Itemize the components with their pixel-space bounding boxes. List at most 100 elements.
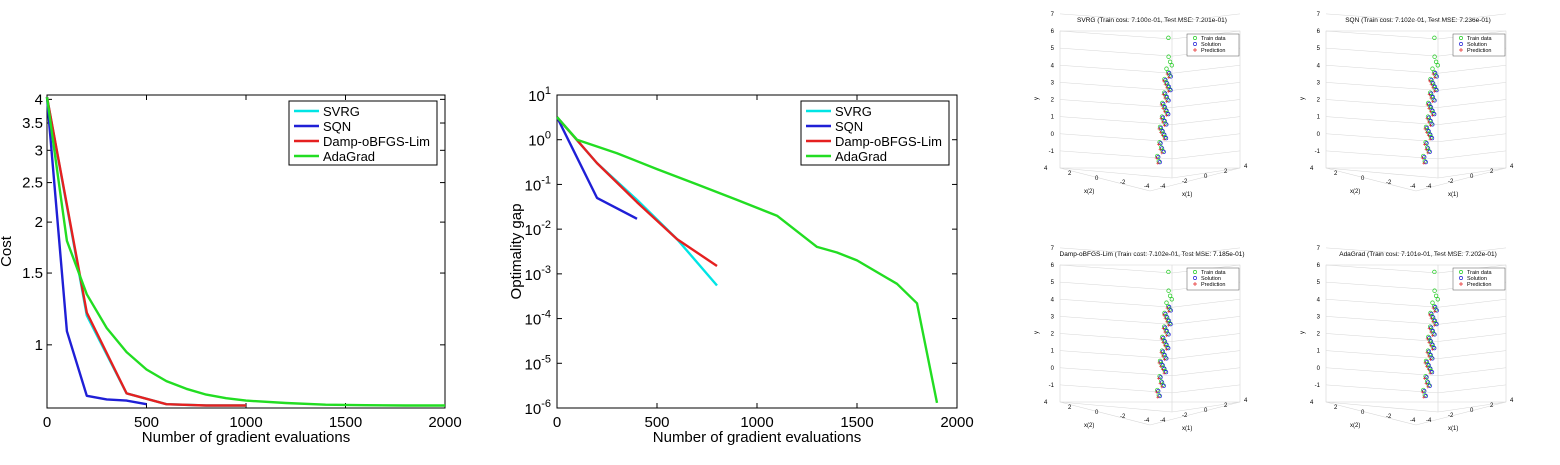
solution-point bbox=[1430, 370, 1435, 375]
grid-line bbox=[1171, 116, 1241, 125]
grid-line bbox=[1437, 133, 1507, 142]
prediction-point bbox=[1163, 110, 1167, 114]
train-data-point bbox=[1435, 297, 1440, 302]
train-data-point bbox=[1435, 63, 1440, 68]
legend-label: Train data bbox=[1201, 270, 1227, 276]
solution-point bbox=[1428, 105, 1434, 110]
scatter-panel-4: SQN (Train cost: 7.102e-01, Test MSE: 7.… bbox=[1300, 12, 1514, 198]
grid-line bbox=[1325, 316, 1439, 325]
series-line-adagrad bbox=[45, 97, 445, 407]
y-tick-label: 7 bbox=[1051, 246, 1055, 252]
prediction-point bbox=[1163, 316, 1167, 320]
x1-tick-label: -4 bbox=[1160, 184, 1166, 190]
x1-tick-label: 4 bbox=[1510, 398, 1514, 404]
x2-axis-label: x(2) bbox=[1350, 189, 1360, 195]
x2-tick-label: 0 bbox=[1095, 410, 1099, 416]
grid-line bbox=[1325, 30, 1439, 40]
x2-tick-label: 0 bbox=[1361, 176, 1365, 182]
legend-label: Prediction bbox=[1467, 282, 1491, 288]
y-tick-label: 10-5 bbox=[525, 353, 551, 373]
y-tick-label: -1 bbox=[1315, 149, 1321, 155]
x2-tick-label: 0 bbox=[1361, 410, 1365, 416]
legend-marker bbox=[1193, 276, 1197, 280]
grid-line bbox=[1325, 299, 1439, 308]
y-tick-label: 1.5 bbox=[22, 265, 43, 282]
legend-label: Prediction bbox=[1201, 48, 1225, 54]
grid-floor bbox=[1325, 401, 1507, 426]
solution-point bbox=[1427, 335, 1432, 340]
legend-box bbox=[1452, 267, 1506, 291]
train-data-point bbox=[1433, 59, 1439, 64]
prediction-point bbox=[1161, 93, 1165, 97]
train-data-point bbox=[1167, 59, 1173, 64]
x2-tick-label: 4 bbox=[1044, 166, 1048, 172]
prediction-point bbox=[1165, 320, 1169, 324]
y-tick-label: 2 bbox=[1051, 332, 1055, 338]
grid-line bbox=[1059, 133, 1173, 142]
x2-tick-label: 2 bbox=[1334, 171, 1338, 177]
solution-point bbox=[1167, 71, 1172, 76]
grid-line bbox=[1171, 350, 1241, 359]
legend-label: SVRG bbox=[323, 104, 360, 119]
legend-label: Prediction bbox=[1467, 48, 1491, 54]
prediction-point bbox=[1420, 390, 1424, 394]
grid-line bbox=[1437, 13, 1507, 23]
train-data-point bbox=[1167, 293, 1173, 298]
x1-tick-label: -4 bbox=[1426, 184, 1432, 190]
x-tick-label: 1500 bbox=[840, 414, 873, 431]
y-tick-label: 5 bbox=[1051, 46, 1055, 52]
x-axis-label: Number of gradient evaluations bbox=[142, 429, 350, 446]
x1-tick-label: 0 bbox=[1470, 408, 1474, 414]
grid-line bbox=[1059, 247, 1173, 257]
grid-line bbox=[1059, 116, 1173, 125]
grid-line bbox=[1059, 367, 1173, 376]
x1-tick-label: -2 bbox=[1448, 413, 1454, 419]
x1-tick-label: 4 bbox=[1244, 398, 1248, 404]
legend-marker bbox=[1193, 36, 1197, 40]
prediction-point bbox=[1428, 123, 1432, 127]
prediction-point bbox=[1429, 330, 1433, 334]
y-axis-label: y bbox=[1300, 97, 1306, 100]
x-tick-label: 2000 bbox=[940, 414, 973, 431]
prediction-point bbox=[1160, 151, 1164, 155]
y-tick-label: 10-1 bbox=[525, 174, 551, 194]
x1-axis-label: x(1) bbox=[1448, 426, 1458, 432]
prediction-point bbox=[1162, 357, 1166, 361]
prediction-point bbox=[1157, 361, 1161, 365]
prediction-point bbox=[1427, 354, 1431, 358]
solution-point bbox=[1164, 122, 1169, 127]
prediction-point bbox=[1422, 161, 1426, 165]
prediction-point bbox=[1159, 364, 1163, 368]
y-tick-label: -1 bbox=[1049, 383, 1055, 389]
y-tick-label: 4 bbox=[1317, 63, 1321, 69]
grid-line bbox=[1437, 150, 1507, 160]
prediction-point bbox=[1420, 156, 1424, 160]
x-tick-label: 0 bbox=[553, 414, 561, 431]
prediction-point bbox=[1159, 130, 1163, 134]
prediction-point bbox=[1162, 313, 1166, 317]
y-tick-label: 100 bbox=[528, 130, 551, 150]
solution-point bbox=[1162, 119, 1167, 124]
y-tick-label: 0 bbox=[1317, 366, 1321, 372]
y-tick-label: 10-4 bbox=[525, 309, 551, 329]
x-tick-label: 500 bbox=[644, 414, 669, 431]
solution-point bbox=[1168, 88, 1173, 93]
x-tick-label: 0 bbox=[43, 414, 51, 431]
grid-line bbox=[1171, 247, 1241, 257]
grid-line bbox=[1325, 47, 1439, 57]
legend-label: SQN bbox=[835, 119, 863, 134]
prediction-point bbox=[1430, 347, 1434, 351]
prediction-point bbox=[1167, 89, 1171, 93]
y-tick-label: 6 bbox=[1051, 29, 1055, 35]
prediction-point bbox=[1165, 86, 1169, 90]
train-data-point bbox=[1164, 300, 1169, 305]
y-tick-label: 0 bbox=[1317, 132, 1321, 138]
x-tick-label: 2000 bbox=[428, 414, 461, 431]
prediction-point bbox=[1162, 137, 1166, 141]
prediction-point bbox=[1429, 110, 1433, 114]
